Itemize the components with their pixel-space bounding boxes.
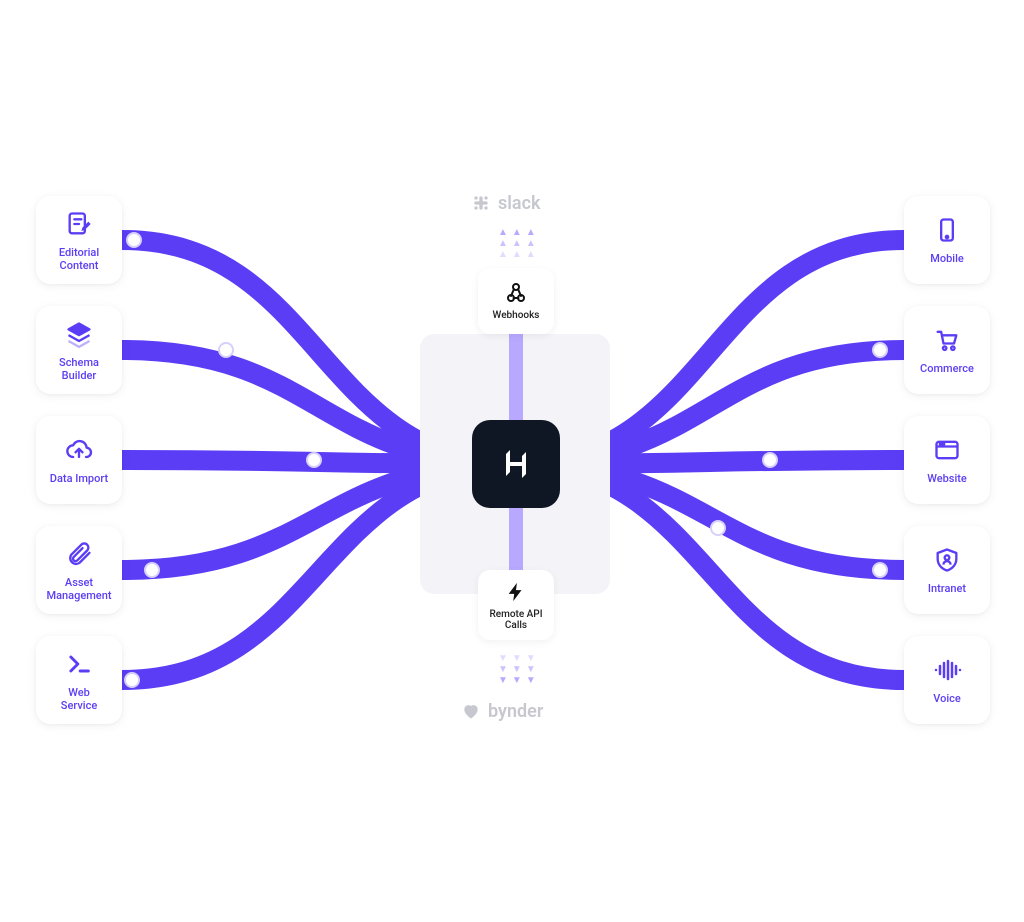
hub-logo-glyph bbox=[494, 442, 538, 486]
shield-icon bbox=[931, 544, 963, 576]
webhook-icon bbox=[503, 280, 529, 306]
right-node-website: Website bbox=[904, 416, 990, 504]
arrows-up: ▲▲▲▲▲▲▲▲▲ bbox=[498, 228, 536, 260]
left-node-editorial-label: Editorial Content bbox=[59, 246, 99, 272]
webhooks-label: Webhooks bbox=[493, 310, 540, 322]
left-node-schema-label: Schema Builder bbox=[59, 356, 99, 382]
left-node-web-label: Web Service bbox=[61, 686, 97, 712]
hub-logo bbox=[472, 420, 560, 508]
remote-api-node: Remote API Calls bbox=[478, 570, 554, 640]
external-top-label: slack bbox=[498, 193, 541, 214]
right-node-commerce-label: Commerce bbox=[920, 362, 974, 375]
right-node-intranet-label: Intranet bbox=[928, 582, 966, 595]
right-node-mobile-label: Mobile bbox=[930, 252, 964, 265]
external-bottom-label: bynder bbox=[488, 701, 543, 722]
remote-api-label: Remote API Calls bbox=[489, 609, 542, 632]
arrows-down: ▼▼▼▼▼▼▼▼▼ bbox=[498, 654, 536, 686]
external-top: slack bbox=[470, 192, 541, 214]
doc-edit-icon bbox=[63, 208, 95, 240]
left-node-web: Web Service bbox=[36, 636, 122, 724]
diagram-canvas: Webhooks Remote API Calls slack bynder ▲… bbox=[0, 0, 1024, 922]
bolt-icon bbox=[503, 579, 529, 605]
mobile-icon bbox=[931, 214, 963, 246]
left-node-import-label: Data Import bbox=[50, 472, 108, 485]
external-bottom: bynder bbox=[460, 700, 543, 722]
left-node-asset-label: Asset Management bbox=[47, 576, 112, 602]
right-node-commerce: Commerce bbox=[904, 306, 990, 394]
webhooks-node: Webhooks bbox=[478, 268, 554, 334]
left-node-editorial: Editorial Content bbox=[36, 196, 122, 284]
wave-icon bbox=[931, 654, 963, 686]
cloud-up-icon bbox=[63, 434, 95, 466]
clip-icon bbox=[63, 538, 95, 570]
left-node-import: Data Import bbox=[36, 416, 122, 504]
cart-icon bbox=[931, 324, 963, 356]
browser-icon bbox=[931, 434, 963, 466]
layers-icon bbox=[63, 318, 95, 350]
right-node-voice-label: Voice bbox=[933, 692, 961, 705]
hash-icon bbox=[470, 192, 492, 214]
terminal-icon bbox=[63, 648, 95, 680]
right-node-intranet: Intranet bbox=[904, 526, 990, 614]
heart-icon bbox=[460, 700, 482, 722]
left-node-schema: Schema Builder bbox=[36, 306, 122, 394]
right-node-mobile: Mobile bbox=[904, 196, 990, 284]
right-node-voice: Voice bbox=[904, 636, 990, 724]
left-node-asset: Asset Management bbox=[36, 526, 122, 614]
right-node-website-label: Website bbox=[927, 472, 967, 485]
